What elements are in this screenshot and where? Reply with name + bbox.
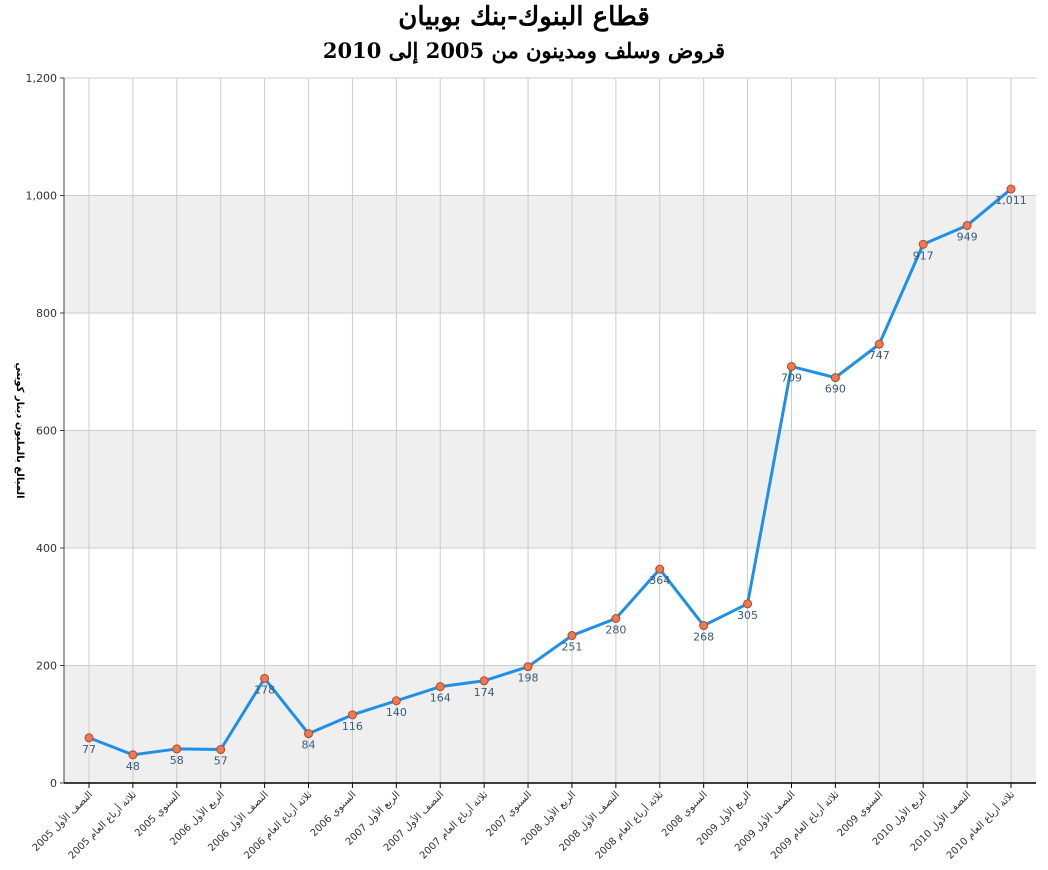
data-label: 709: [781, 371, 802, 384]
data-point: [874, 339, 884, 349]
data-label: 58: [170, 754, 184, 767]
x-tick-label: ثلاثة أرباع العام 2005: [65, 788, 139, 862]
x-tick-label: ثلاثة أرباع العام 2008: [592, 788, 666, 862]
x-tick-label: ثلاثة أرباع العام 2009: [768, 788, 842, 862]
y-tick-label: 800: [36, 307, 57, 320]
y-tick-label: 1,200: [26, 72, 58, 85]
data-point: [260, 673, 270, 683]
data-label: 48: [126, 760, 140, 773]
data-point: [435, 682, 445, 692]
chart-title: قطاع البنوك-بنك بوبيان: [398, 2, 650, 32]
data-point: [699, 621, 709, 631]
data-point: [830, 373, 840, 383]
data-label: 1,011: [995, 194, 1027, 207]
data-label: 140: [386, 706, 407, 719]
plot-band: [64, 195, 1036, 313]
data-point: [655, 564, 665, 574]
data-label: 164: [430, 692, 451, 705]
data-label: 251: [561, 641, 582, 654]
data-point: [567, 631, 577, 641]
data-point: [84, 733, 94, 743]
data-point: [479, 676, 489, 686]
data-point: [962, 220, 972, 230]
data-point: [1006, 184, 1016, 194]
series-line: [88, 187, 1012, 757]
data-label: 280: [605, 624, 626, 637]
data-label: 84: [302, 739, 316, 752]
y-axis-label: المبالغ بالمليون دينار كويتي: [14, 362, 25, 498]
x-tick-label: ثلاثة أرباع العام 2006: [241, 788, 315, 862]
y-tick-label: 600: [36, 425, 57, 438]
data-label: 268: [693, 631, 714, 644]
data-label: 77: [82, 743, 96, 756]
data-point: [786, 361, 796, 371]
data-label: 57: [214, 755, 228, 768]
data-point: [128, 750, 138, 760]
data-label: 178: [254, 683, 275, 696]
data-point: [172, 744, 182, 754]
data-point: [743, 599, 753, 609]
data-label: 116: [342, 720, 363, 733]
data-point: [304, 729, 314, 739]
data-point: [523, 662, 533, 672]
y-tick-label: 1,000: [26, 190, 58, 203]
data-point: [918, 239, 928, 249]
data-point: [216, 745, 226, 755]
data-label: 198: [518, 672, 539, 685]
data-label: 747: [869, 349, 890, 362]
data-point: [611, 614, 621, 623]
data-point: [347, 710, 357, 720]
y-tick-label: 200: [36, 660, 57, 673]
data-label: 917: [913, 249, 934, 262]
x-tick-label: ثلاثة أرباع العام 2010: [943, 788, 1017, 862]
data-label: 690: [825, 383, 846, 396]
x-tick-label: ثلاثة أرباع العام 2007: [417, 788, 491, 862]
plot-band: [64, 665, 1036, 783]
y-tick-label: 400: [36, 542, 57, 555]
y-tick-label: 0: [50, 777, 57, 790]
plot-band: [64, 430, 1036, 548]
data-label: 174: [474, 686, 495, 699]
data-label: 949: [957, 230, 978, 243]
data-label: 305: [737, 609, 758, 622]
data-point: [391, 696, 401, 706]
data-label: 364: [649, 574, 670, 587]
chart-subtitle: قروض وسلف ومدينون من 2005 إلى 2010: [322, 38, 726, 63]
